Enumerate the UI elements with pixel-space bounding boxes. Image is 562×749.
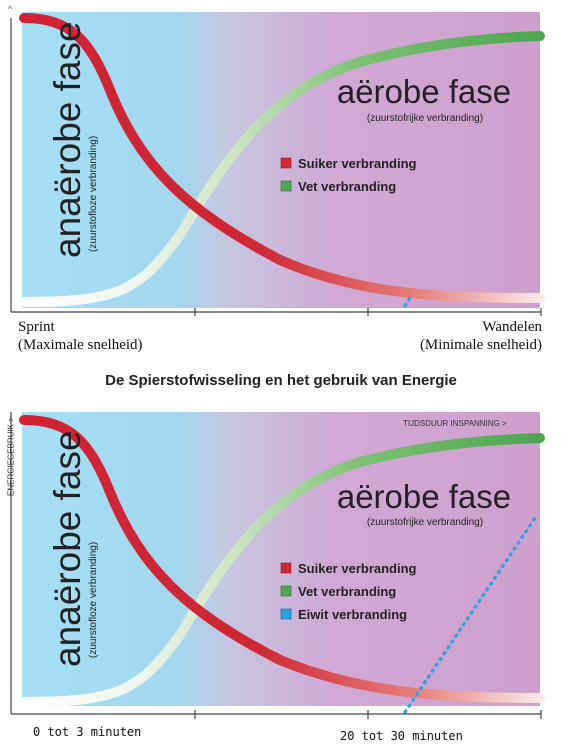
panel-2-x-label-right: 20 tot 30 minuten — [340, 729, 463, 743]
panel-2-legend-eiwit-label: Eiwit verbranding — [298, 607, 407, 622]
panel-2-legend-vet-label: Vet verbranding — [298, 584, 396, 599]
panel-2-y-axis-label: ENERGIEGEBRUIK > — [6, 417, 16, 496]
panel-2-anaerobe-title: anaërobe fase — [47, 430, 88, 667]
panel-1-x-label-left-line2: (Maximale snelheid) — [18, 337, 143, 353]
panel-1-aerobe-title: aërobe fase — [337, 73, 511, 110]
panel-2: anaërobe fase (zuurstofloze verbranding)… — [10, 412, 545, 719]
panel-1-aerobe-subtitle: (zuurstofrijke verbranding) — [367, 113, 483, 124]
panel-1-x-label-left: Sprint (Maximale snelheid) — [18, 318, 143, 354]
panel-2-aerobe-title: aërobe fase — [337, 478, 511, 515]
panel-1-vet-curve — [19, 31, 545, 307]
panel-2-x-label-left: 0 tot 3 minuten — [33, 725, 142, 739]
panel-2-x-axis-label: TIJDSDUUR INSPANNING > — [403, 419, 507, 428]
panel-2-vet-curve — [19, 433, 545, 707]
panel-1-x-label-right-line2: (Minimale snelheid) — [419, 337, 542, 353]
panel-1-legend: Suiker verbranding Vet verbranding — [280, 156, 417, 194]
panel-1: anaërobe fase (zuurstofloze verbranding)… — [10, 12, 545, 316]
panel-2-legend-suiker-swatch — [280, 562, 292, 574]
panel-1-legend-vet-label: Vet verbranding — [298, 179, 396, 194]
panel-1-anaerobe-subtitle: (zuurstofloze verbranding) — [88, 136, 99, 252]
panel-1-anaerobe-title: anaërobe fase — [47, 21, 88, 258]
panel-1-x-label-right-line1: Wandelen — [482, 319, 542, 335]
panel-2-aerobe-subtitle: (zuurstofrijke verbranding) — [367, 517, 483, 528]
panel-2-legend-vet-swatch — [280, 585, 292, 597]
panel-1-legend-vet-swatch — [280, 180, 292, 192]
chart-title: De Spierstofwisseling en het gebruik van… — [105, 372, 457, 389]
panel-1-x-label-left-line1: Sprint — [18, 319, 55, 335]
panel-1-x-label-right: Wandelen (Minimale snelheid) — [420, 318, 542, 354]
panel-1-eiwit-dots — [403, 294, 413, 308]
panel-2-legend-eiwit-swatch — [280, 608, 292, 620]
panel-1-y-axis-arrow: ^ — [8, 4, 13, 14]
panel-2-legend-suiker-label: Suiker verbranding — [298, 561, 417, 576]
panel-2-anaerobe-subtitle: (zuurstofloze verbranding) — [88, 542, 99, 658]
panel-1-legend-suiker-label: Suiker verbranding — [298, 156, 417, 171]
panel-1-legend-suiker-swatch — [280, 157, 292, 169]
panel-2-eiwit-dots — [403, 513, 539, 714]
panel-1-suiker-curve — [19, 13, 545, 303]
panel-2-legend: Suiker verbranding Vet verbranding Eiwit… — [280, 561, 417, 622]
